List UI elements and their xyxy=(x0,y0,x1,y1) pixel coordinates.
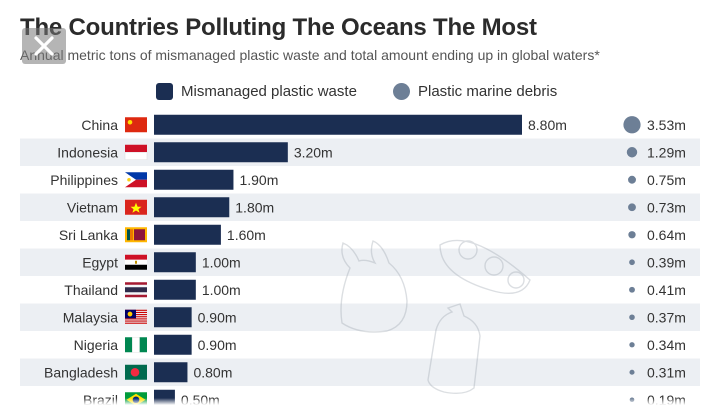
waste-bar xyxy=(154,114,522,135)
row-stripes xyxy=(20,138,700,386)
thailand-flag-icon xyxy=(125,282,147,298)
debris-dot xyxy=(628,175,636,184)
waste-value-label: 0.80m xyxy=(193,364,232,380)
waste-value-label: 1.60m xyxy=(227,227,266,243)
country-label: Egypt xyxy=(82,254,118,270)
debris-value-label: 0.41m xyxy=(647,282,686,298)
waste-value-label: 1.90m xyxy=(239,172,278,188)
debris-dot xyxy=(628,231,636,239)
debris-value-label: 0.75m xyxy=(647,172,686,188)
waste-bar xyxy=(154,142,288,163)
legend-swatch-waste xyxy=(156,82,173,100)
vietnam-flag-icon xyxy=(125,199,147,215)
waste-bar xyxy=(154,334,192,355)
bottom-fade xyxy=(0,398,720,405)
row-sri-lanka: Sri Lanka 1.60m 0.64m xyxy=(59,224,686,245)
waste-bar xyxy=(154,197,230,218)
close-button[interactable] xyxy=(22,28,66,64)
row-egypt: Egypt 1.00m 0.39m xyxy=(82,252,686,273)
country-label: Bangladesh xyxy=(44,364,118,380)
row-stripe xyxy=(20,193,700,221)
waste-value-label: 0.90m xyxy=(198,309,237,325)
row-nigeria: Nigeria 0.90m 0.34m xyxy=(74,334,686,355)
debris-value-label: 3.53m xyxy=(647,117,686,133)
country-label: Sri Lanka xyxy=(59,227,118,243)
waste-value-label: 1.00m xyxy=(202,282,241,298)
legend-item-waste: Mismanaged plastic waste xyxy=(156,80,357,102)
debris-dot xyxy=(626,147,638,158)
row-malaysia: Malaysia 0.90m 0.37m xyxy=(63,307,686,328)
row-vietnam: Vietnam 1.80m 0.73m xyxy=(67,197,686,218)
china-flag-icon xyxy=(125,117,147,133)
nigeria-flag-icon xyxy=(125,337,147,353)
debris-value-label: 0.37m xyxy=(647,309,686,325)
philippines-flag-icon xyxy=(125,172,147,188)
legend-label-waste: Mismanaged plastic waste xyxy=(181,82,357,100)
waste-value-label: 1.80m xyxy=(235,199,274,215)
row-stripe xyxy=(20,358,700,386)
plastic-bag-icon xyxy=(340,240,408,333)
debris-dot xyxy=(629,286,635,293)
plastic-bottle-icon xyxy=(427,303,481,395)
debris-dot xyxy=(628,203,636,212)
legend-item-debris: Plastic marine debris xyxy=(393,80,557,102)
row-indonesia: Indonesia 3.20m 1.29m xyxy=(57,142,686,163)
egypt-flag-icon xyxy=(125,254,147,270)
debris-value-label: 0.73m xyxy=(647,199,686,215)
indonesia-flag-icon xyxy=(124,144,148,160)
row-philippines: Philippines 1.90m 0.75m xyxy=(50,169,686,190)
debris-dot xyxy=(629,314,635,321)
country-label: Nigeria xyxy=(74,337,119,353)
legend-swatch-debris xyxy=(393,82,410,100)
country-label: China xyxy=(81,117,118,133)
debris-value-label: 0.31m xyxy=(647,364,686,380)
country-label: Philippines xyxy=(50,172,118,188)
debris-dot xyxy=(629,342,635,348)
waste-bar xyxy=(154,279,196,300)
debris-value-label: 1.29m xyxy=(647,144,686,160)
waste-value-label: 1.00m xyxy=(202,254,241,270)
debris-dot xyxy=(629,369,635,375)
six-pack-rings-icon xyxy=(439,239,531,294)
row-thailand: Thailand 1.00m 0.41m xyxy=(64,279,686,300)
malaysia-flag-icon xyxy=(125,309,147,324)
waste-bar xyxy=(154,362,188,383)
country-label: Thailand xyxy=(64,282,118,298)
bangladesh-flag-icon xyxy=(125,364,147,380)
debris-dot xyxy=(623,116,641,134)
background-illustrations xyxy=(340,239,531,395)
waste-bar xyxy=(154,307,192,328)
sri-lanka-flag-icon xyxy=(125,227,147,243)
waste-bar xyxy=(154,252,196,273)
debris-dot xyxy=(629,259,635,266)
country-label: Malaysia xyxy=(63,309,118,325)
row-stripe xyxy=(20,303,700,331)
waste-bar xyxy=(154,224,221,245)
waste-value-label: 0.90m xyxy=(198,337,237,353)
chart-subtitle: Annual metric tons of mismanaged plastic… xyxy=(20,47,600,63)
row-stripe xyxy=(20,138,700,166)
debris-value-label: 0.39m xyxy=(647,254,686,270)
waste-value-label: 8.80m xyxy=(528,117,567,133)
row-stripe xyxy=(20,248,700,276)
row-china: China 8.80m 3.53m xyxy=(81,114,686,135)
row-bangladesh: Bangladesh 0.80m 0.31m xyxy=(44,362,686,383)
chart-title: The Countries Polluting The Oceans The M… xyxy=(20,14,537,41)
waste-bar xyxy=(154,169,234,190)
legend-label-debris: Plastic marine debris xyxy=(418,82,558,100)
close-icon xyxy=(34,36,54,56)
country-label: Indonesia xyxy=(57,144,118,160)
country-label: Vietnam xyxy=(67,199,118,215)
debris-value-label: 0.64m xyxy=(647,227,686,243)
debris-value-label: 0.34m xyxy=(647,337,686,353)
chart-legend: Mismanaged plastic waste Plastic marine … xyxy=(0,80,720,102)
waste-value-label: 3.20m xyxy=(294,144,333,160)
